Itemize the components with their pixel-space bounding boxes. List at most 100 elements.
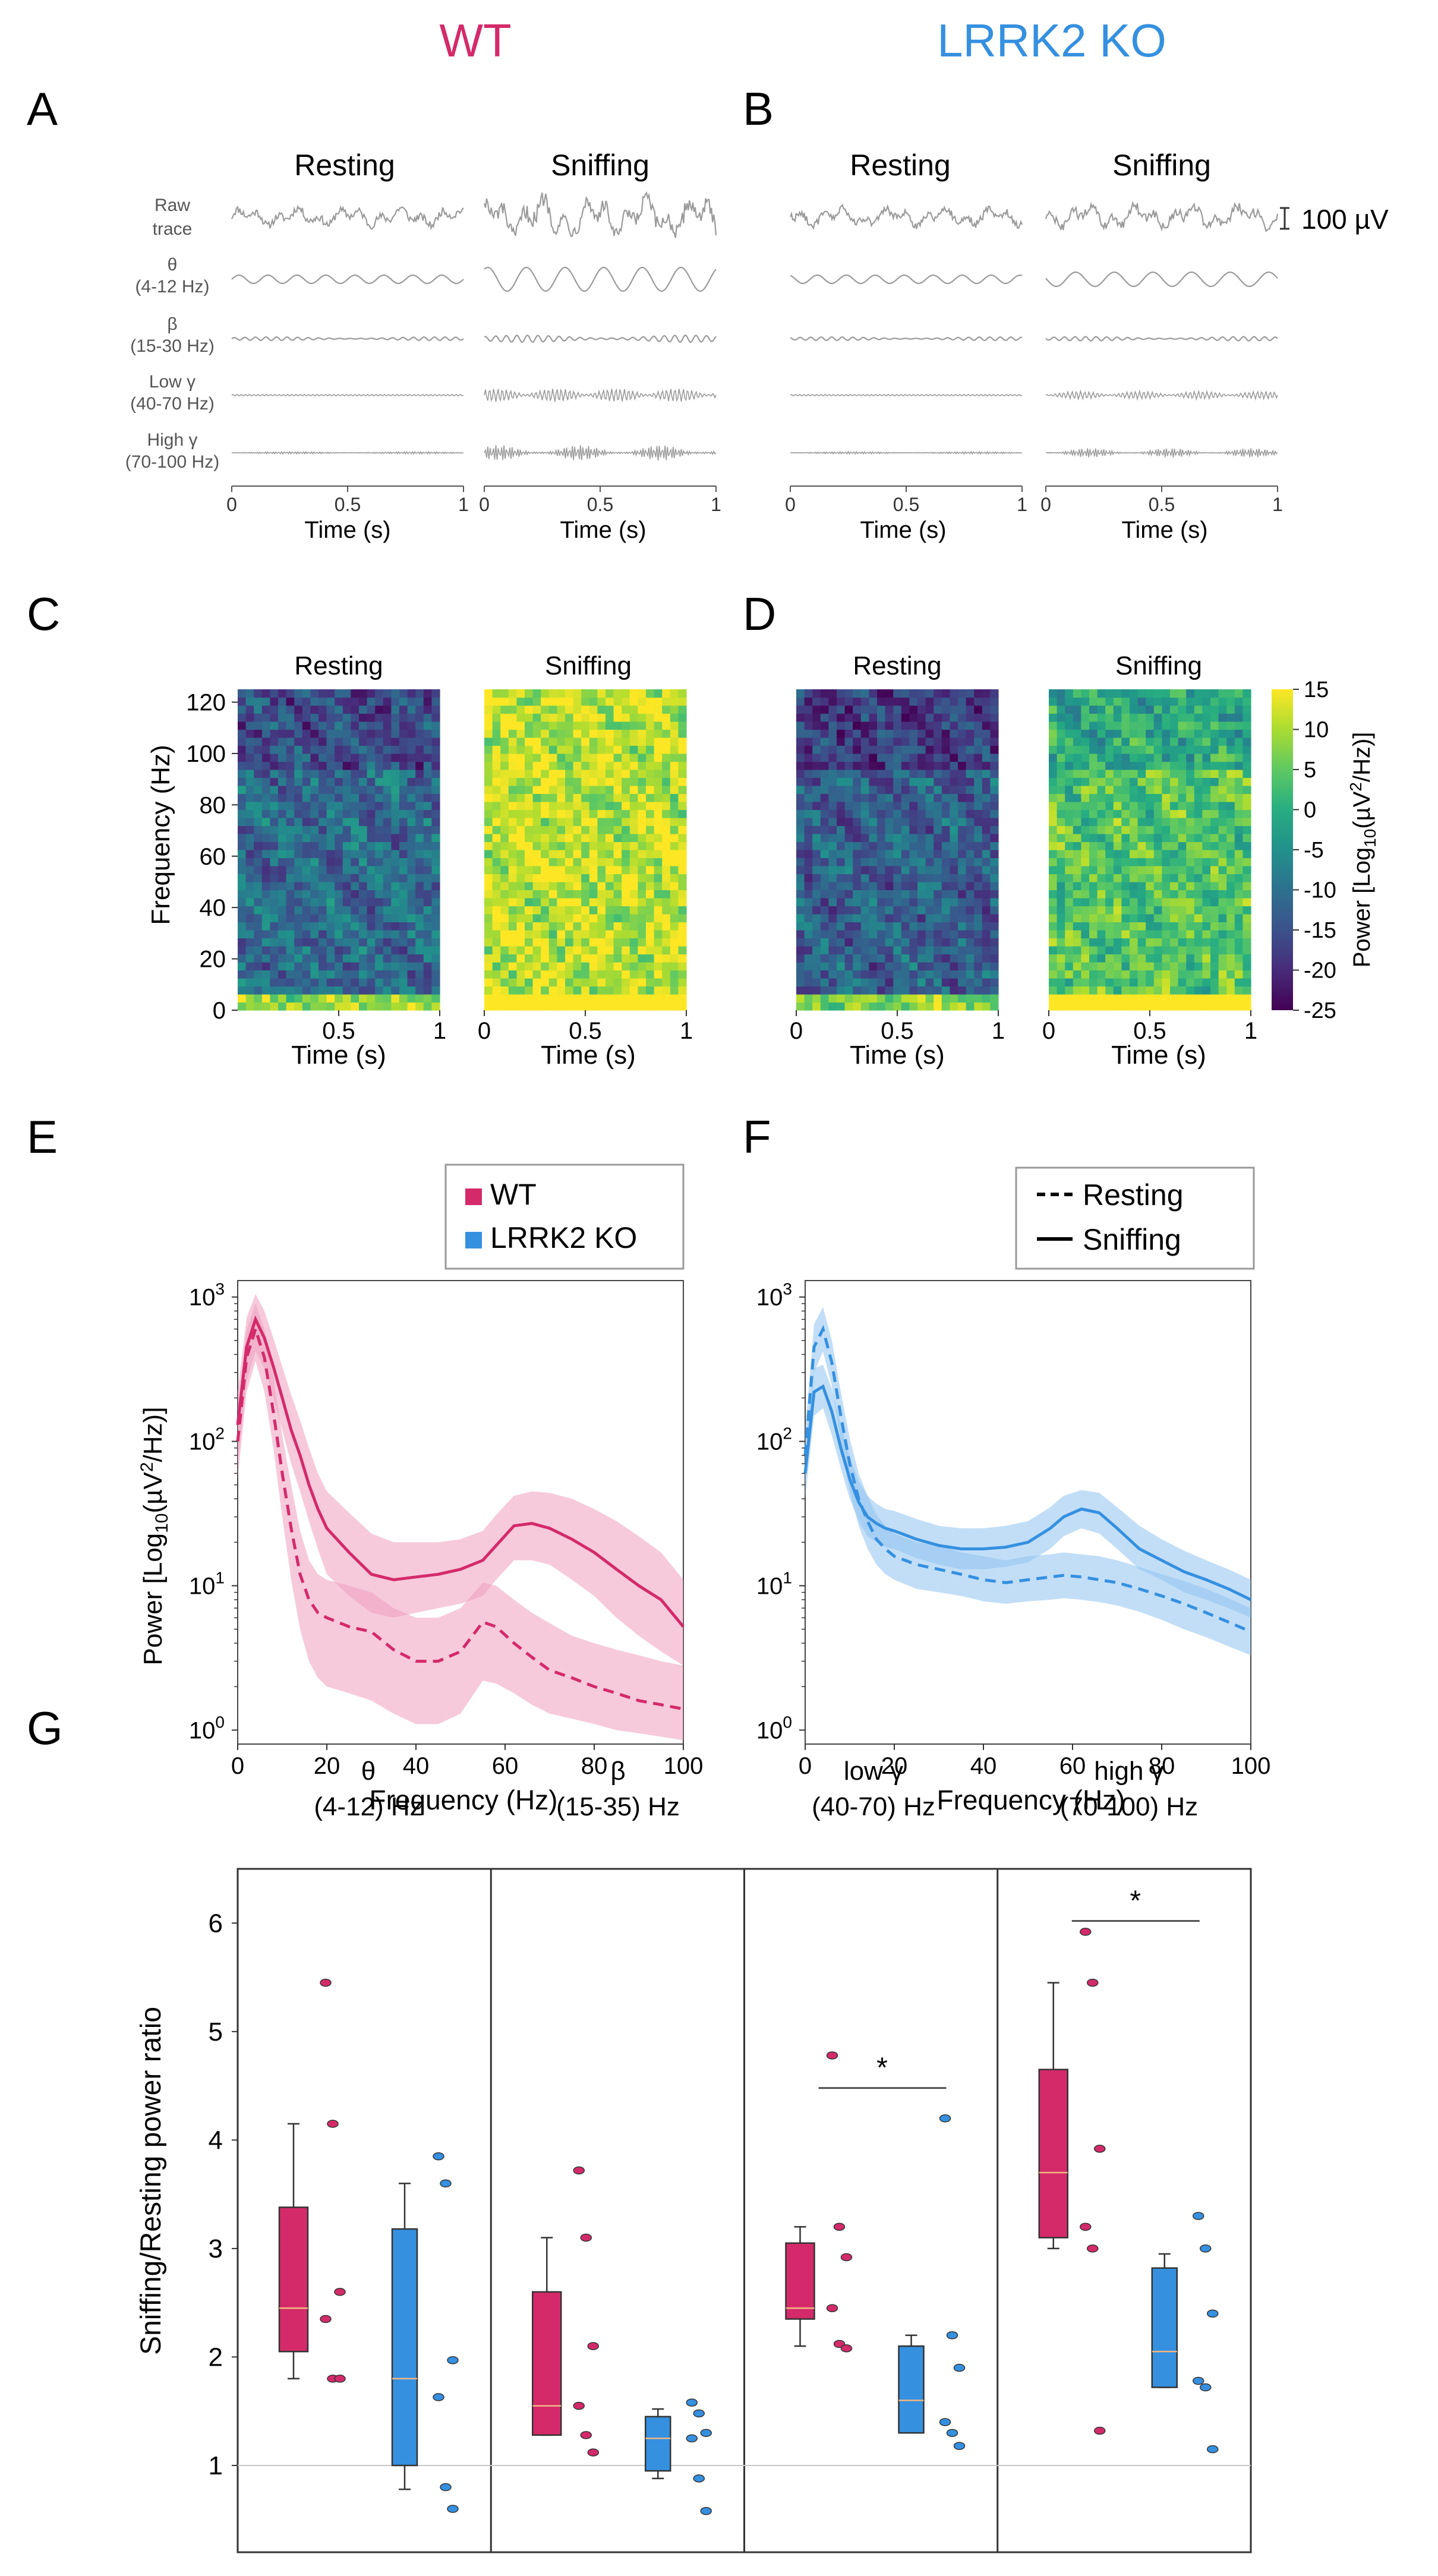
spectrogram-cell: [500, 898, 509, 907]
spectrogram-cell: [1226, 753, 1235, 762]
spectrogram-cell: [326, 825, 335, 834]
spectrogram-cell: [383, 825, 392, 834]
spectrogram-cell: [1113, 914, 1122, 923]
spectrogram-cell: [245, 721, 254, 730]
spectrogram-cell: [565, 818, 574, 827]
spectrogram-cell: [351, 809, 360, 818]
spectrogram-cell: [853, 745, 862, 754]
spectrogram-cell: [500, 906, 509, 915]
spectrogram-cell: [622, 745, 630, 754]
spectrogram-cell: [901, 978, 910, 987]
spectrogram-cell: [484, 697, 493, 706]
spectrogram-cell: [820, 946, 829, 955]
spectrogram-cell: [254, 697, 263, 706]
spectrogram-cell: [941, 1002, 950, 1011]
spectrogram-cell: [1234, 962, 1243, 971]
spectrogram-cell: [917, 850, 926, 859]
spectrogram-cell: [342, 841, 351, 850]
y-tick-label: 80: [200, 792, 226, 818]
spectrogram-cell: [318, 697, 327, 706]
spectrogram-cell: [278, 962, 287, 971]
spectrogram-cell: [541, 978, 550, 987]
spectrogram-cell: [1121, 825, 1130, 834]
colorbar-tick-label: -15: [1304, 918, 1336, 943]
spectrogram-cell: [1089, 786, 1098, 794]
spectrogram-cell: [860, 745, 869, 754]
spectrogram-cell: [597, 962, 606, 971]
spectrogram-cell: [391, 1002, 400, 1011]
spectrogram-cell: [1178, 898, 1187, 907]
spectrogram-cell: [901, 930, 910, 939]
spectrogram-cell: [1234, 777, 1243, 786]
spectrogram-cell: [508, 970, 517, 979]
spectrogram-cell: [796, 890, 805, 898]
spectrogram-cell: [654, 906, 663, 915]
spectrogram-cell: [597, 809, 606, 818]
spectrogram-cell: [318, 938, 327, 947]
spectrogram-cell: [638, 954, 647, 963]
spectrogram-cell: [1057, 850, 1065, 859]
spectrogram-cell: [415, 745, 424, 754]
spectrogram-cell: [302, 825, 311, 834]
spectrogram-cell: [1243, 689, 1251, 698]
spectrogram-cell: [1170, 922, 1179, 931]
spectrogram-cell: [1153, 906, 1162, 915]
spectrogram-cell: [950, 890, 958, 898]
spectrogram-cell: [1153, 770, 1162, 778]
spectrogram-cell: [302, 841, 311, 850]
spectrogram-cell: [1202, 793, 1211, 802]
spectrogram-cell: [589, 898, 598, 907]
spectrogram-cell: [1243, 802, 1251, 811]
spectrogram-cell: [901, 938, 910, 947]
spectrogram-cell: [500, 922, 509, 931]
spectrogram-cell: [516, 874, 525, 882]
spectrogram-cell: [294, 770, 303, 778]
spectrogram-cell: [1170, 841, 1179, 850]
spectrogram-cell: [431, 906, 440, 915]
spectrogram-cell: [399, 697, 408, 706]
spectrogram-cell: [516, 689, 525, 698]
spectrogram-cell: [606, 970, 614, 979]
spectrogram-cell: [934, 970, 942, 979]
spectrogram-cell: [613, 874, 622, 882]
spectrogram-cell: [1162, 737, 1171, 746]
panel-letter-d: D: [743, 588, 776, 640]
spectrogram-cell: [853, 729, 862, 738]
spectrogram-cell: [407, 874, 416, 882]
spectrogram-cell: [573, 857, 582, 866]
spectrogram-cell: [525, 761, 534, 770]
spectrogram-cell: [654, 882, 663, 891]
spectrogram-cell: [557, 770, 566, 778]
spectrogram-cell: [1097, 946, 1106, 955]
spectrogram-cell: [869, 906, 878, 915]
spectrogram-cell: [532, 922, 541, 931]
spectrogram-cell: [367, 818, 376, 827]
spectrogram-cell: [893, 954, 902, 963]
spectrogram-cell: [1130, 729, 1139, 738]
spectrogram-cell: [1234, 697, 1243, 706]
spectrogram-cell: [261, 994, 270, 1003]
spectrogram-cell: [1113, 857, 1122, 866]
spectrogram-cell: [492, 737, 501, 746]
spectrogram-cell: [500, 745, 509, 754]
data-point-ko: [939, 2114, 951, 2123]
spectrogram-cell: [492, 697, 501, 706]
spectrogram-cell: [966, 697, 975, 706]
spectrogram-cell: [654, 753, 663, 762]
spectrogram-cell: [1170, 705, 1179, 714]
spectrogram-cell: [541, 994, 550, 1003]
spectrogram-cell: [492, 866, 501, 875]
spectrogram-cell: [982, 962, 991, 971]
spectrogram-cell: [629, 986, 638, 995]
scale-bar-label: 100 µV: [1301, 204, 1389, 235]
spectrogram-cell: [1186, 874, 1195, 882]
spectrogram-cell: [629, 761, 638, 770]
spectrogram-cell: [245, 882, 254, 891]
spectrogram-cell: [302, 986, 311, 995]
spectrogram-cell: [629, 962, 638, 971]
spectrogram-cell: [934, 761, 942, 770]
spectrogram-cell: [1153, 954, 1162, 963]
spectrogram-cell: [565, 866, 574, 875]
spectrogram-cell: [286, 834, 295, 843]
spectrogram-cell: [525, 809, 534, 818]
